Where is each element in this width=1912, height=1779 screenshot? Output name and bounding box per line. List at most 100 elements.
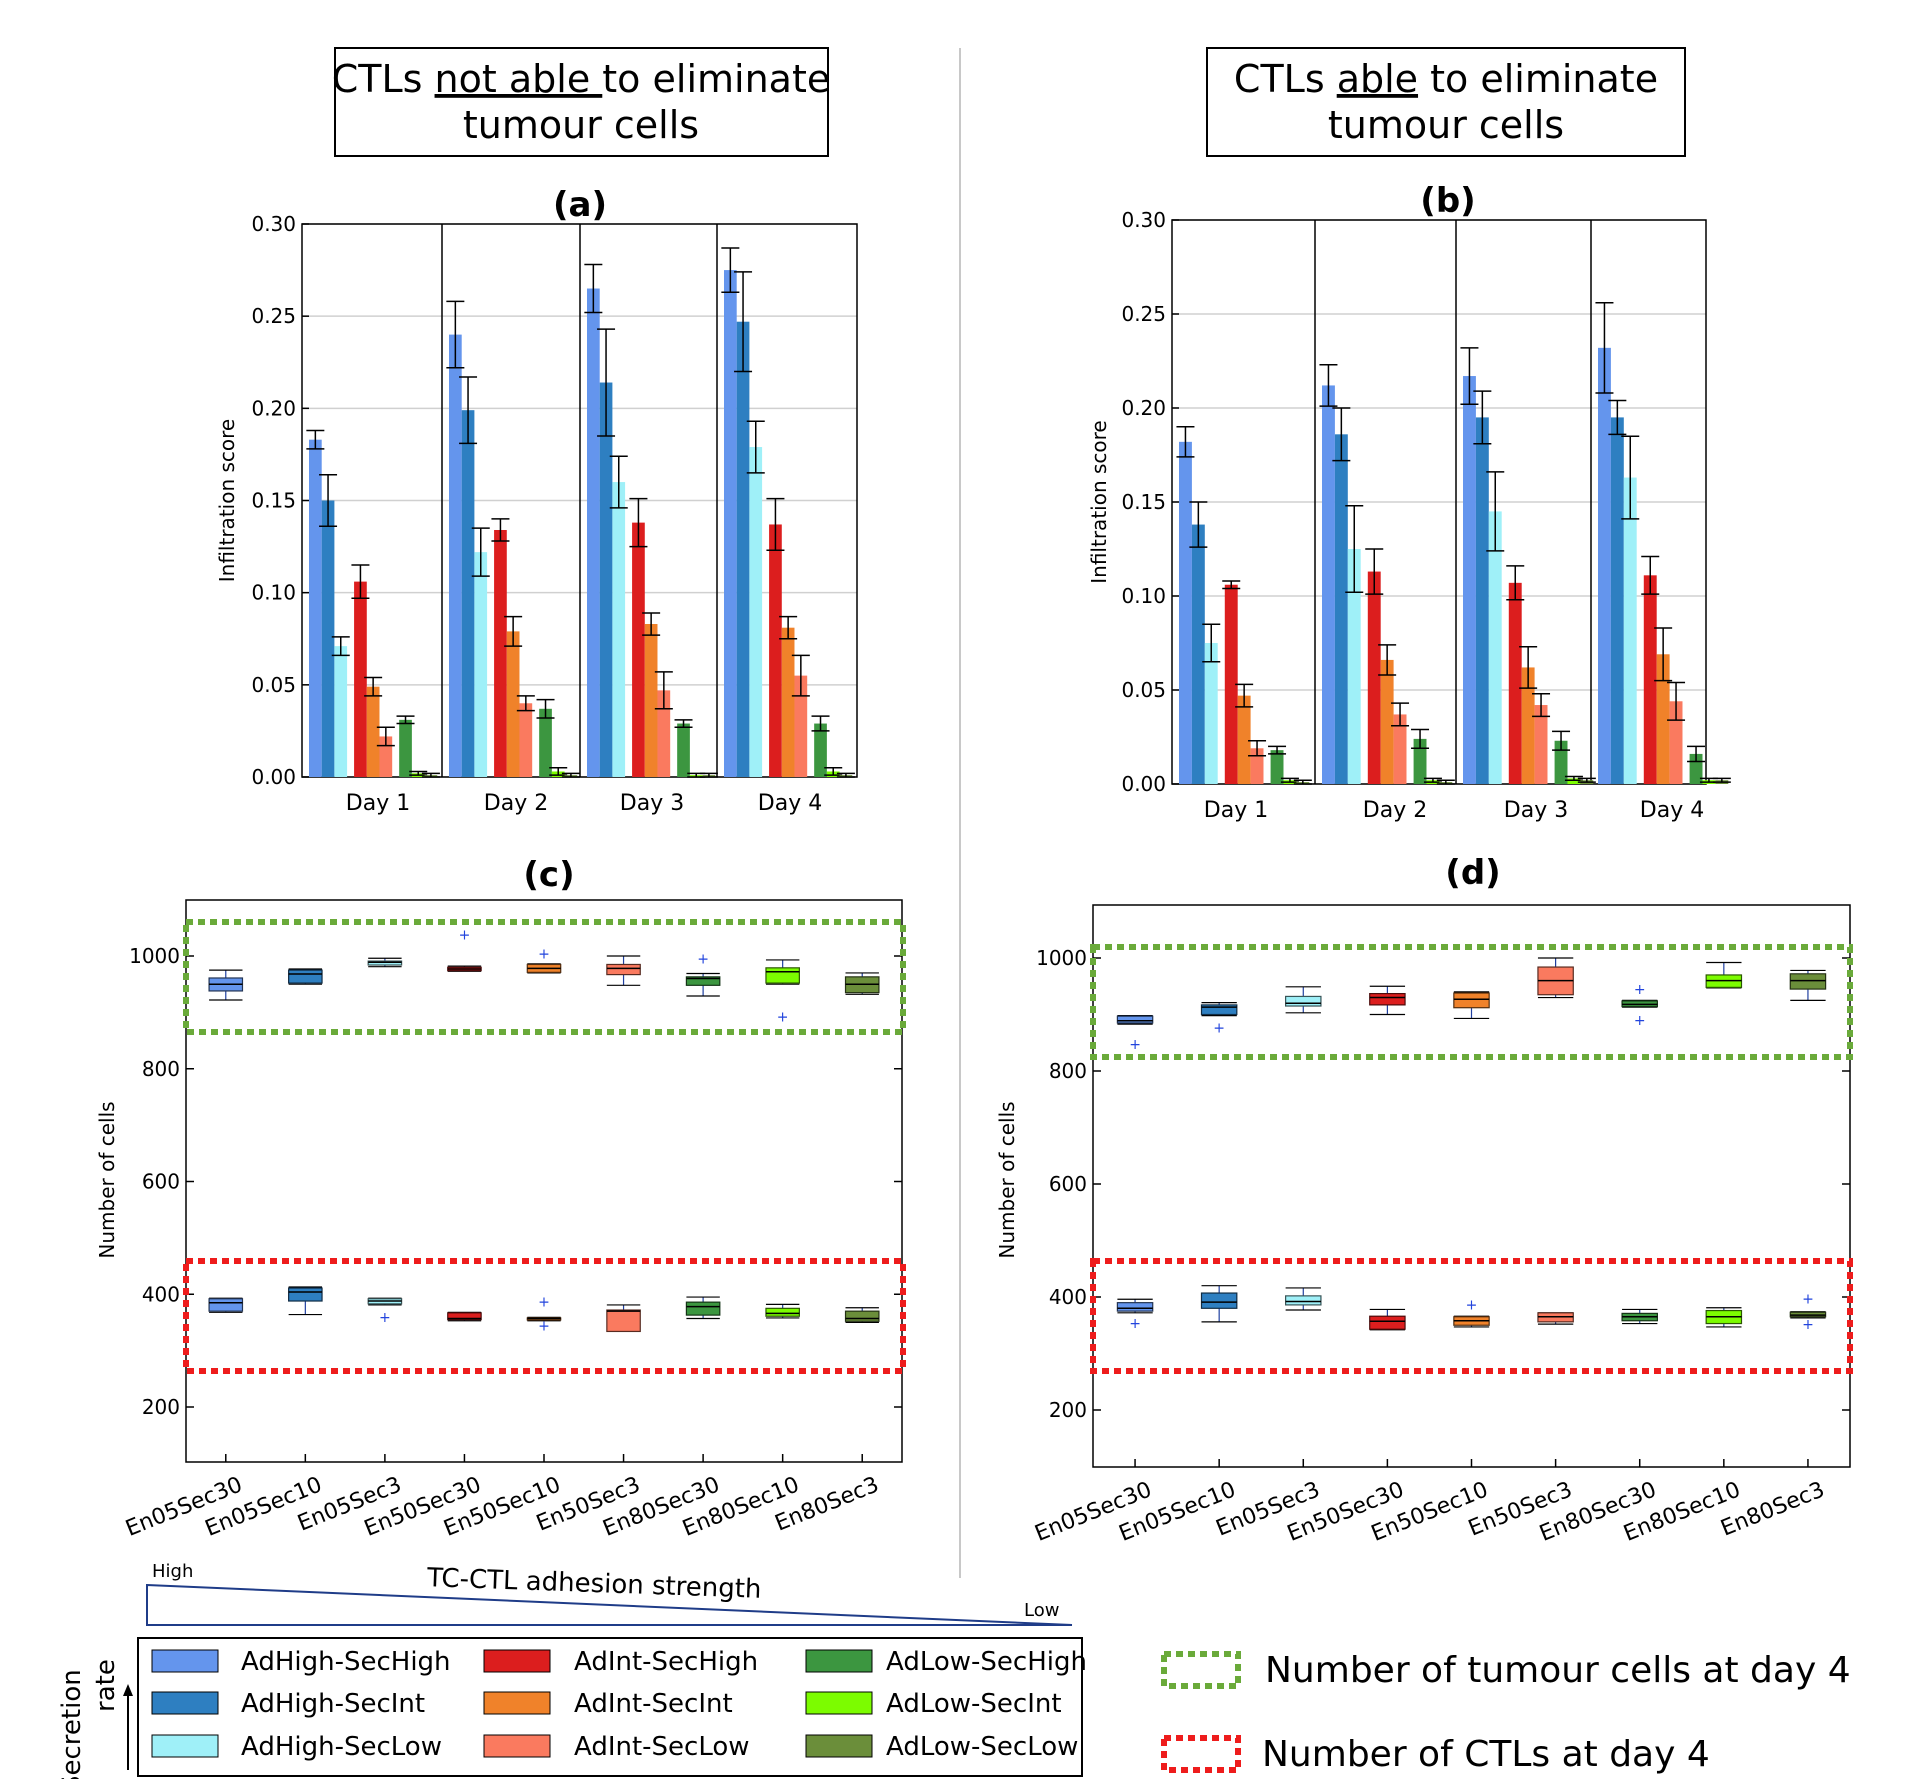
legend-swatch — [151, 1649, 219, 1673]
y-axis-label: Number of cells — [995, 1101, 1019, 1258]
bar — [1270, 750, 1284, 784]
ctl-key-label: Number of CTLs at day 4 — [1262, 1734, 1710, 1775]
header-right-line2: tumour cells — [1328, 103, 1564, 147]
bar — [1393, 714, 1407, 784]
y-tick-label: 0.05 — [1121, 678, 1166, 702]
ctl-outlier: + — [538, 1318, 550, 1334]
bar — [599, 382, 613, 777]
ctl-box — [1116, 1302, 1154, 1312]
y-tick-label: 200 — [142, 1395, 180, 1419]
bar — [1191, 524, 1205, 784]
legend-label: AdInt-SecInt — [574, 1689, 733, 1719]
ctl-outlier: + — [538, 1295, 550, 1311]
bar — [1179, 441, 1192, 784]
tumour-box — [288, 969, 323, 984]
ctl-box — [208, 1298, 244, 1312]
y-tick-label: 0.20 — [251, 396, 296, 420]
bar — [1643, 575, 1657, 784]
bar — [1534, 705, 1548, 784]
y-tick-label: 0.00 — [1121, 772, 1166, 796]
y-tick-label: 0.15 — [251, 489, 296, 513]
y-tick-label: 0.25 — [1121, 302, 1166, 326]
bar — [612, 482, 626, 777]
y-tick-label: 0.10 — [1121, 584, 1166, 608]
bar — [1334, 434, 1348, 784]
secretion-label-1: Secretion — [57, 1669, 87, 1779]
bar — [1250, 748, 1264, 784]
legend-swatch — [805, 1734, 873, 1758]
tumour-outlier: + — [1129, 1037, 1141, 1053]
bar — [539, 708, 552, 777]
bar — [794, 675, 808, 777]
panel-label-d: (d) — [1445, 853, 1500, 893]
ctl-outlier: + — [1802, 1317, 1814, 1333]
bar — [1521, 667, 1535, 784]
x-tick-label: Day 1 — [346, 791, 410, 816]
bar — [632, 522, 645, 777]
bar — [769, 524, 782, 777]
bar — [449, 334, 462, 777]
ctl-outlier: + — [379, 1310, 391, 1326]
tumour-outlier: + — [1634, 1013, 1646, 1029]
bar — [1623, 477, 1637, 784]
ctl-box — [447, 1312, 482, 1321]
ctl-box — [765, 1307, 800, 1317]
chart-c: 2004006008001000En05Sec30En05Sec10+En05S… — [95, 899, 906, 1542]
y-tick-label: 0.00 — [251, 765, 296, 789]
legend-swatch — [151, 1691, 219, 1715]
bar — [461, 410, 475, 777]
bar — [366, 686, 380, 777]
tumour-box — [1200, 1004, 1238, 1016]
tumour-outlier: + — [459, 928, 471, 944]
bar — [1463, 376, 1476, 784]
tumour-box — [765, 967, 800, 984]
bar — [724, 270, 737, 777]
tumour-box — [1116, 1015, 1154, 1024]
bar — [587, 288, 600, 777]
y-tick-label: 0.15 — [1121, 490, 1166, 514]
legend-swatch — [483, 1649, 551, 1673]
x-tick-label: Day 3 — [1504, 798, 1568, 823]
y-tick-label: 800 — [142, 1057, 180, 1081]
tumour-outlier: + — [538, 947, 550, 963]
ctl-box — [685, 1301, 721, 1316]
box-key: Number of tumour cells at day 4 Number o… — [1161, 1650, 1851, 1775]
y-tick-label: 0.25 — [251, 304, 296, 328]
ctl-key-swatch — [1161, 1735, 1241, 1773]
x-tick-label: Day 3 — [620, 791, 684, 816]
y-tick-label: 1000 — [129, 944, 180, 968]
y-tick-label: 400 — [1049, 1285, 1087, 1309]
legend: AdHigh-SecHigh AdHigh-SecInt AdHigh-SecLow… — [137, 1637, 1087, 1777]
y-tick-label: 0.30 — [1121, 208, 1166, 232]
panel-label-b: (b) — [1420, 181, 1475, 221]
legend-box — [137, 1637, 1083, 1777]
bar — [399, 719, 412, 777]
bar — [1598, 347, 1611, 784]
header-left: CTLs not able to eliminate tumour cells — [332, 47, 830, 157]
adhesion-low-label: Low — [1024, 1600, 1059, 1621]
ctl-highlight-box — [1090, 1258, 1853, 1374]
adhesion-triangle — [146, 1583, 1073, 1626]
tumour-outlier: + — [1213, 1020, 1225, 1036]
y-tick-label: 1000 — [1036, 946, 1087, 970]
tumour-key-swatch — [1161, 1651, 1241, 1689]
tumour-box — [1285, 995, 1322, 1007]
tumour-key-label: Number of tumour cells at day 4 — [1265, 1650, 1851, 1691]
legend-label: AdLow-SecInt — [886, 1689, 1062, 1719]
panel-label-a: (a) — [553, 185, 607, 225]
x-tick-label: Day 2 — [1363, 798, 1427, 823]
bar — [1475, 417, 1489, 784]
header-right-box — [1206, 47, 1686, 157]
bar — [1554, 740, 1568, 784]
panel-label-c: (c) — [523, 855, 574, 895]
bar — [1656, 654, 1670, 784]
adhesion-wedge: High Low TC-CTL adhesion strength — [146, 1561, 1073, 1626]
bar — [309, 439, 322, 777]
y-tick-label: 800 — [1049, 1059, 1087, 1083]
y-axis-label: Infiltration score — [215, 419, 239, 582]
tumour-highlight-box — [183, 919, 906, 1035]
bar — [354, 581, 367, 777]
legend-label: AdHigh-SecLow — [241, 1732, 442, 1762]
ctl-box — [844, 1310, 880, 1322]
